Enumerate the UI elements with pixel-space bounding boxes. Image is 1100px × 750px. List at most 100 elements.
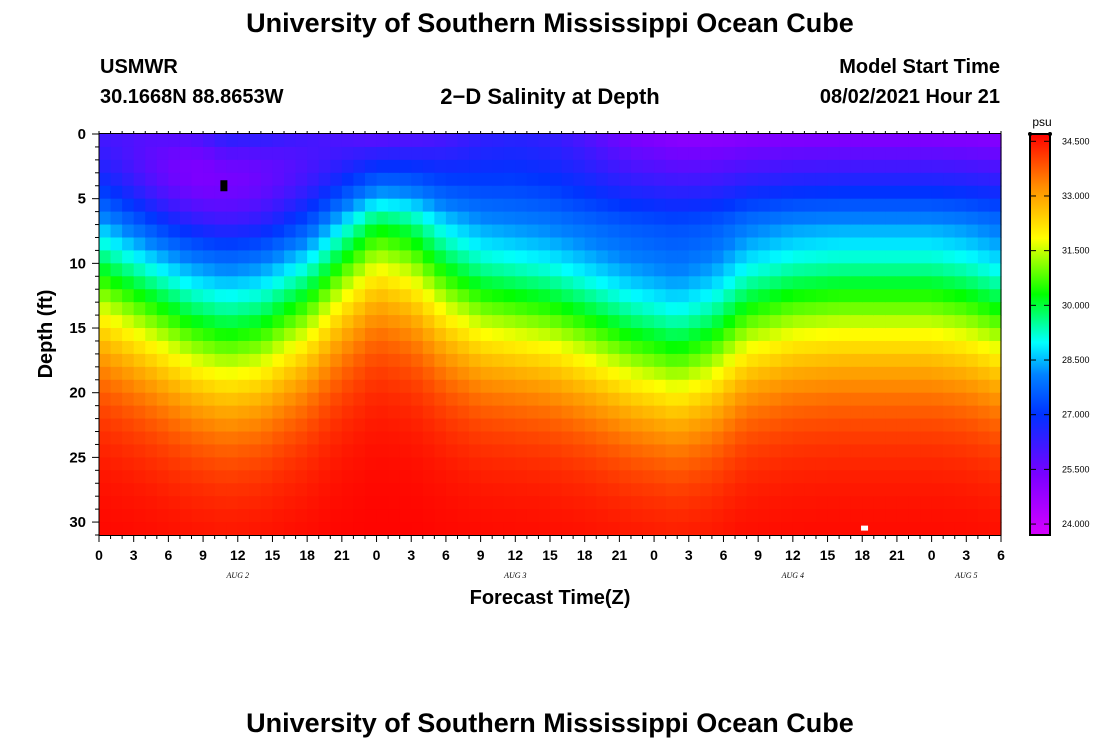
- heatmap-cell: [815, 483, 829, 497]
- heatmap-cell: [203, 444, 216, 458]
- heatmap-cell: [977, 379, 991, 394]
- heatmap-cell: [781, 237, 794, 252]
- heatmap-cell: [364, 366, 378, 381]
- heatmap-cell: [839, 263, 852, 277]
- heatmap-cell: [804, 172, 817, 187]
- heatmap-cell: [295, 250, 308, 264]
- heatmap-cell: [214, 509, 227, 523]
- heatmap-cell: [700, 470, 713, 484]
- heatmap-cell: [896, 302, 910, 316]
- heatmap-cell: [457, 444, 470, 458]
- heatmap-cell: [827, 328, 840, 342]
- heatmap-cell: [364, 237, 378, 252]
- heatmap-cell: [318, 146, 331, 161]
- heatmap-cell: [665, 431, 678, 446]
- heatmap-cell: [943, 289, 956, 303]
- heatmap-cell: [584, 198, 597, 213]
- heatmap-cell: [630, 405, 644, 420]
- main-title: University of Southern Mississippi Ocean…: [246, 8, 854, 38]
- heatmap-cell: [688, 224, 701, 239]
- heatmap-cell: [804, 185, 817, 200]
- heatmap-cell: [735, 509, 748, 523]
- heatmap-cell: [214, 379, 227, 394]
- heatmap-cell: [769, 250, 782, 264]
- heatmap-cell: [503, 276, 516, 290]
- heatmap-cell: [850, 172, 863, 187]
- heatmap-cell: [584, 405, 597, 420]
- heatmap-cell: [885, 289, 898, 303]
- heatmap-cell: [492, 211, 505, 226]
- heatmap-cell: [353, 392, 366, 407]
- heatmap-cell: [862, 470, 875, 484]
- heatmap-cell: [364, 353, 378, 368]
- heatmap-cell: [943, 483, 956, 497]
- heatmap-cell: [469, 405, 482, 420]
- heatmap-cell: [515, 224, 528, 239]
- heatmap-cell: [168, 418, 181, 433]
- heatmap-cell: [746, 237, 759, 252]
- heatmap-cell: [469, 134, 482, 148]
- heatmap-cell: [630, 483, 644, 497]
- x-tick-label: 3: [407, 547, 415, 563]
- heatmap-cell: [827, 302, 840, 316]
- heatmap-cell: [977, 496, 991, 510]
- heatmap-cell: [839, 444, 852, 458]
- heatmap-cell: [353, 289, 366, 303]
- heatmap-cell: [792, 172, 806, 187]
- heatmap-cell: [908, 379, 921, 394]
- heatmap-cell: [353, 185, 366, 200]
- heatmap-cell: [330, 431, 343, 446]
- heatmap-cell: [630, 302, 644, 316]
- heatmap-cell: [99, 431, 112, 446]
- heatmap-cell: [110, 366, 123, 381]
- heatmap-cell: [526, 211, 540, 226]
- heatmap-cell: [607, 340, 620, 355]
- colorbar-tick-label: 31.500: [1062, 246, 1090, 256]
- heatmap-cell: [550, 328, 563, 342]
- heatmap-cell: [711, 146, 725, 161]
- heatmap-cell: [931, 172, 944, 187]
- heatmap-cell: [711, 431, 725, 446]
- heatmap-cell: [122, 159, 135, 174]
- heatmap-cell: [133, 470, 146, 484]
- heatmap-cell: [284, 302, 297, 316]
- heatmap-cell: [122, 405, 135, 420]
- heatmap-cell: [330, 276, 343, 290]
- heatmap-cell: [399, 172, 412, 187]
- heatmap-cell: [364, 379, 378, 394]
- heatmap-cell: [133, 509, 146, 523]
- heatmap-cell: [920, 418, 933, 433]
- heatmap-cell: [388, 211, 401, 226]
- heatmap-cell: [260, 134, 274, 148]
- heatmap-cell: [526, 405, 540, 420]
- heatmap-cell: [284, 134, 297, 148]
- heatmap-cell: [873, 405, 886, 420]
- heatmap-cell: [445, 340, 459, 355]
- heatmap-cell: [573, 185, 586, 200]
- heatmap-cell: [850, 379, 863, 394]
- heatmap-cell: [862, 276, 875, 290]
- heatmap-cell: [735, 172, 748, 187]
- heatmap-cell: [619, 392, 632, 407]
- heatmap-cell: [561, 353, 574, 368]
- heatmap-cell: [469, 522, 482, 536]
- heatmap-cell: [561, 263, 574, 277]
- date-label: AUG 4: [781, 571, 804, 580]
- heatmap-cell: [920, 444, 933, 458]
- heatmap-cell: [226, 211, 239, 226]
- heatmap-cell: [341, 418, 355, 433]
- heatmap-cell: [677, 366, 690, 381]
- heatmap-cell: [237, 509, 250, 523]
- heatmap-cell: [237, 250, 250, 264]
- heatmap-cell: [503, 289, 516, 303]
- heatmap-cell: [688, 522, 701, 536]
- heatmap-cell: [260, 172, 274, 187]
- heatmap-cell: [168, 276, 181, 290]
- heatmap-cell: [862, 392, 875, 407]
- heatmap-cell: [792, 224, 806, 239]
- heatmap-cell: [191, 431, 204, 446]
- heatmap-cell: [179, 470, 193, 484]
- heatmap-cell: [654, 522, 667, 536]
- heatmap-cell: [445, 392, 459, 407]
- heatmap-cell: [769, 198, 782, 213]
